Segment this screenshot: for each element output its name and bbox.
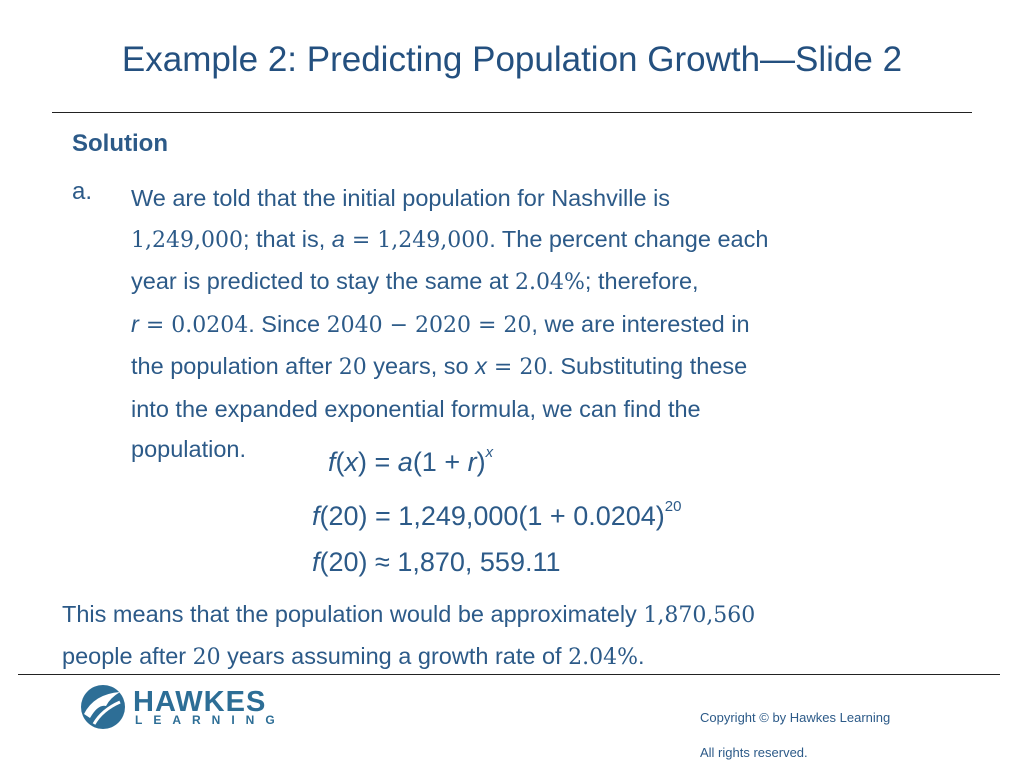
text: into the expanded exponential formula, w…: [131, 395, 701, 422]
math: 1,870,560: [643, 603, 756, 628]
math: a: [331, 225, 345, 252]
text: ; therefore,: [584, 268, 699, 294]
text: . Substituting these: [547, 353, 748, 379]
text: . Since: [248, 310, 327, 337]
text: ; that is,: [242, 225, 332, 252]
math: f: [312, 547, 320, 577]
title-rule: [52, 112, 972, 113]
text: population.: [131, 436, 246, 462]
text: .: [638, 643, 645, 669]
math: ): [476, 447, 486, 477]
logo-name: HAWKES: [133, 686, 267, 718]
footer-rule: [18, 674, 1000, 675]
math: f: [312, 501, 320, 531]
line: We are told that the initial population …: [131, 178, 768, 219]
math: 20: [192, 645, 221, 670]
math: = 0.0204: [138, 312, 249, 338]
math: (1 +: [412, 447, 468, 477]
line: people after 20 years assuming a growth …: [62, 636, 755, 678]
math: ) =: [358, 447, 398, 477]
line: the population after 20 years, so x = 20…: [131, 346, 768, 389]
line: population.: [131, 429, 768, 470]
math: 2040 − 2020 = 20: [326, 312, 532, 338]
equation: f(20) = 1,249,000(1 + 0.0204)20: [312, 498, 681, 532]
heading: Solution: [72, 130, 168, 157]
math: = 1,249,000: [344, 227, 490, 253]
paragraph: We are told that the initial population …: [131, 178, 768, 470]
math: (20) = 1,249,000(1 + 0.0204): [319, 501, 665, 531]
text: years, so: [366, 353, 476, 379]
line: into the expanded exponential formula, w…: [131, 389, 768, 430]
math: f: [328, 447, 336, 477]
math: r: [467, 447, 477, 477]
text: year is predicted to stay the same at: [131, 268, 516, 294]
math: = 20: [486, 355, 548, 380]
line: This means that the population would be …: [62, 594, 755, 636]
math: a: [397, 447, 413, 477]
math: 1,249,000: [131, 227, 243, 253]
slide-title: Example 2: Predicting Population Growth—…: [121, 40, 903, 79]
copyright: Copyright © by Hawkes Learning: [700, 710, 891, 725]
math: x: [344, 447, 359, 477]
conclusion: This means that the population would be …: [62, 594, 755, 678]
math: (20) ≈ 1,870, 559.11: [319, 547, 561, 577]
logo-icon: [81, 685, 125, 729]
math: 2.04%: [515, 270, 585, 295]
math: 20: [338, 355, 367, 380]
text: , we are interested in: [531, 310, 750, 337]
math: x: [475, 353, 487, 379]
line: year is predicted to stay the same at 2.…: [131, 261, 768, 304]
equation: f(x) = a(1 + r)x: [328, 444, 493, 478]
math: x: [485, 444, 494, 461]
logo-sub: LEARNING: [135, 713, 286, 727]
rights: All rights reserved.: [700, 745, 808, 760]
text: . The percent change each: [489, 225, 769, 252]
math: (: [335, 447, 345, 477]
math: 2.04%: [568, 645, 638, 670]
math: r: [131, 310, 139, 337]
line: 1,249,000; that is, a = 1,249,000. The p…: [131, 219, 768, 262]
equation: f(20) ≈ 1,870, 559.11: [312, 547, 561, 578]
text: We are told that the initial population …: [131, 185, 671, 211]
line: r = 0.0204. Since 2040 − 2020 = 20, we a…: [131, 304, 768, 347]
text: This means that the population would be …: [62, 601, 644, 627]
text: the population after: [131, 353, 339, 379]
math: 20: [664, 498, 682, 515]
text: years assuming a growth rate of: [220, 643, 569, 669]
text: people after: [62, 643, 193, 669]
item-marker: a.: [72, 178, 93, 205]
